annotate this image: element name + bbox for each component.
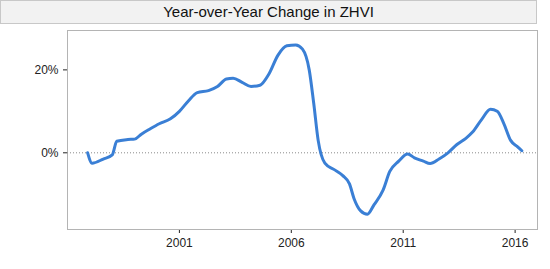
html-text:Year-over-Year Change in ZHVI: Year-over-Year Change in ZHVI (163, 3, 374, 20)
svg-text:2011: 2011 (390, 236, 416, 250)
svg-text:20%: 20% (34, 63, 58, 77)
svg-text:0%: 0% (41, 146, 59, 160)
svg-text:2016: 2016 (502, 236, 529, 250)
svg-text:2001: 2001 (166, 236, 193, 250)
svg-text:2006: 2006 (278, 236, 305, 250)
